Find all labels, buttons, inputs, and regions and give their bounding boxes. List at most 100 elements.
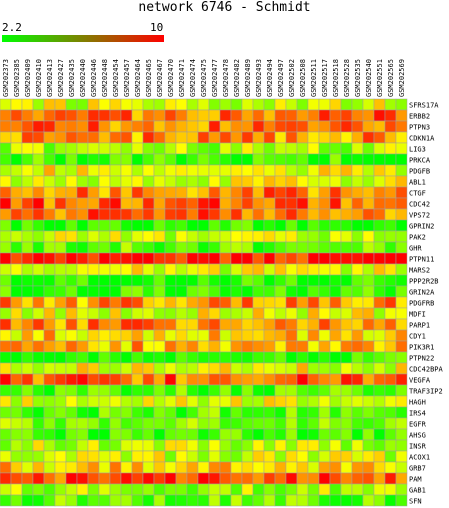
heatmap-cell	[142, 296, 155, 309]
heatmap-cell	[296, 164, 309, 177]
heatmap-cell	[395, 164, 408, 177]
heatmap-cell	[65, 296, 78, 309]
row-label: PIK3R1	[409, 344, 434, 352]
heatmap-cell	[384, 417, 397, 430]
heatmap-cell	[384, 186, 397, 199]
heatmap-cell	[340, 472, 353, 485]
heatmap-cell	[241, 285, 254, 298]
heatmap-cell	[318, 340, 331, 353]
heatmap-cell	[351, 164, 364, 177]
heatmap-cell	[263, 329, 276, 342]
heatmap-cell	[43, 98, 56, 111]
heatmap-cell	[329, 175, 342, 188]
heatmap-cell	[296, 241, 309, 254]
heatmap-cell	[274, 164, 287, 177]
heatmap-cell	[263, 384, 276, 397]
heatmap-cell	[164, 164, 177, 177]
heatmap-cell	[65, 164, 78, 177]
heatmap-cell	[10, 252, 23, 265]
row-label: ABL1	[409, 179, 426, 187]
heatmap-cell	[43, 186, 56, 199]
heatmap-cell	[296, 384, 309, 397]
heatmap-cell	[318, 384, 331, 397]
heatmap-cell	[98, 439, 111, 452]
heatmap-cell	[219, 307, 232, 320]
heatmap-cell	[0, 142, 12, 155]
heatmap-cell	[362, 142, 375, 155]
heatmap-cell	[252, 120, 265, 133]
heatmap-cell	[76, 461, 89, 474]
heatmap-cell	[120, 142, 133, 155]
heatmap-cell	[296, 483, 309, 496]
heatmap-cell	[87, 362, 100, 375]
heatmap-cell	[340, 329, 353, 342]
heatmap-cell	[21, 329, 34, 342]
heatmap-cell	[307, 362, 320, 375]
heatmap-cell	[384, 230, 397, 243]
heatmap-cell	[373, 274, 386, 287]
heatmap-cell	[307, 153, 320, 166]
heatmap-cell	[263, 406, 276, 419]
heatmap-cell	[153, 109, 166, 122]
heatmap-cell	[197, 98, 210, 111]
heatmap-cell	[175, 340, 188, 353]
heatmap-cell	[395, 219, 408, 232]
heatmap-cell	[285, 318, 298, 331]
heatmap-cell	[197, 142, 210, 155]
heatmap-cell	[263, 296, 276, 309]
heatmap-cell	[329, 120, 342, 133]
heatmap-cell	[285, 186, 298, 199]
heatmap-cell	[208, 461, 221, 474]
heatmap-cell	[274, 329, 287, 342]
heatmap-cell	[285, 164, 298, 177]
heatmap-cell	[98, 98, 111, 111]
heatmap-cell	[43, 340, 56, 353]
heatmap-cell	[219, 252, 232, 265]
heatmap-cell	[10, 230, 23, 243]
heatmap-cell	[175, 142, 188, 155]
heatmap-cell	[197, 296, 210, 309]
heatmap-cell	[241, 307, 254, 320]
heatmap-cell	[208, 208, 221, 221]
heatmap-cell	[384, 285, 397, 298]
heatmap-cell	[373, 186, 386, 199]
heatmap-cell	[362, 417, 375, 430]
heatmap-cell	[329, 307, 342, 320]
heatmap-cell	[21, 98, 34, 111]
heatmap-cell	[98, 241, 111, 254]
heatmap-cell	[241, 373, 254, 386]
heatmap-cell	[164, 285, 177, 298]
heatmap-cell	[208, 384, 221, 397]
heatmap-cell	[197, 164, 210, 177]
heatmap-cell	[98, 285, 111, 298]
heatmap-cell	[186, 472, 199, 485]
heatmap-cell	[384, 472, 397, 485]
heatmap-cell	[285, 219, 298, 232]
heatmap-cell	[32, 461, 45, 474]
heatmap-cell	[153, 186, 166, 199]
heatmap-cell	[65, 362, 78, 375]
heatmap-cell	[32, 153, 45, 166]
column-label: GSM202511	[310, 59, 318, 97]
heatmap-cell	[285, 417, 298, 430]
heatmap-cell	[274, 395, 287, 408]
column-label: GSM202518	[332, 59, 340, 97]
heatmap-cell	[54, 142, 67, 155]
row-label: SFN	[409, 498, 422, 506]
heatmap-cell	[373, 395, 386, 408]
heatmap-cell	[197, 461, 210, 474]
heatmap-cell	[362, 439, 375, 452]
heatmap-cell	[43, 120, 56, 133]
heatmap-cell	[340, 373, 353, 386]
heatmap-cell	[263, 274, 276, 287]
column-label: GSM202535	[354, 59, 362, 97]
heatmap-cell	[32, 318, 45, 331]
heatmap-cell	[43, 428, 56, 441]
heatmap-cell	[0, 197, 12, 210]
heatmap-cell	[142, 142, 155, 155]
heatmap-cell	[208, 120, 221, 133]
heatmap-cell	[65, 406, 78, 419]
heatmap-cell	[373, 307, 386, 320]
heatmap-cell	[395, 131, 408, 144]
heatmap-cell	[164, 439, 177, 452]
